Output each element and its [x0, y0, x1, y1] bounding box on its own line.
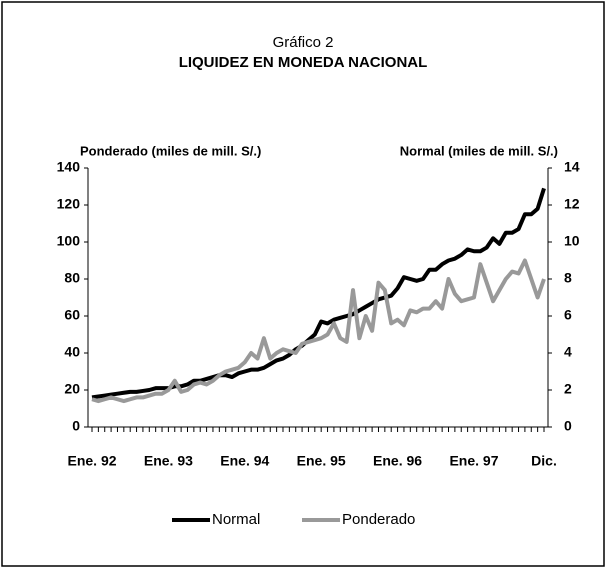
y-tick-label: 40	[64, 344, 80, 360]
legend-label: Ponderado	[342, 511, 415, 528]
y2-tick-label: 12	[564, 196, 580, 212]
x-tick-label: Ene. 95	[297, 453, 346, 469]
y-tick-label: 120	[57, 196, 81, 212]
series-line	[91, 258, 546, 404]
x-tick-label: Ene. 96	[373, 453, 422, 469]
y-tick-label: 100	[57, 233, 81, 249]
chart-subtitle: Gráfico 2	[273, 34, 334, 51]
y-tick-label: 140	[57, 159, 81, 175]
y-axis-label: Ponderado (miles de mill. S/.)	[80, 143, 261, 158]
y2-tick-label: 8	[564, 270, 572, 286]
y2-tick-label: 10	[564, 233, 580, 249]
x-tick-label: Ene. 97	[449, 453, 498, 469]
y2-tick-label: 4	[564, 344, 572, 360]
x-tick-label: Ene. 94	[220, 453, 269, 469]
y2-tick-label: 0	[564, 418, 572, 434]
x-tick-label: Dic.	[531, 453, 557, 469]
y-tick-label: 60	[64, 307, 80, 323]
y-tick-label: 80	[64, 270, 80, 286]
y2-tick-label: 6	[564, 307, 572, 323]
y2-axis-label: Normal (miles de mill. S/.)	[400, 143, 558, 158]
legend-label: Normal	[212, 511, 260, 528]
x-tick-label: Ene. 92	[67, 453, 116, 469]
chart-title: LIQUIDEZ EN MONEDA NACIONAL	[179, 54, 428, 71]
y2-tick-label: 2	[564, 381, 572, 397]
frame	[1, 1, 605, 567]
y2-tick-label: 14	[564, 159, 580, 175]
y-tick-label: 0	[72, 418, 80, 434]
y-tick-label: 20	[64, 381, 80, 397]
x-tick-label: Ene. 93	[144, 453, 193, 469]
